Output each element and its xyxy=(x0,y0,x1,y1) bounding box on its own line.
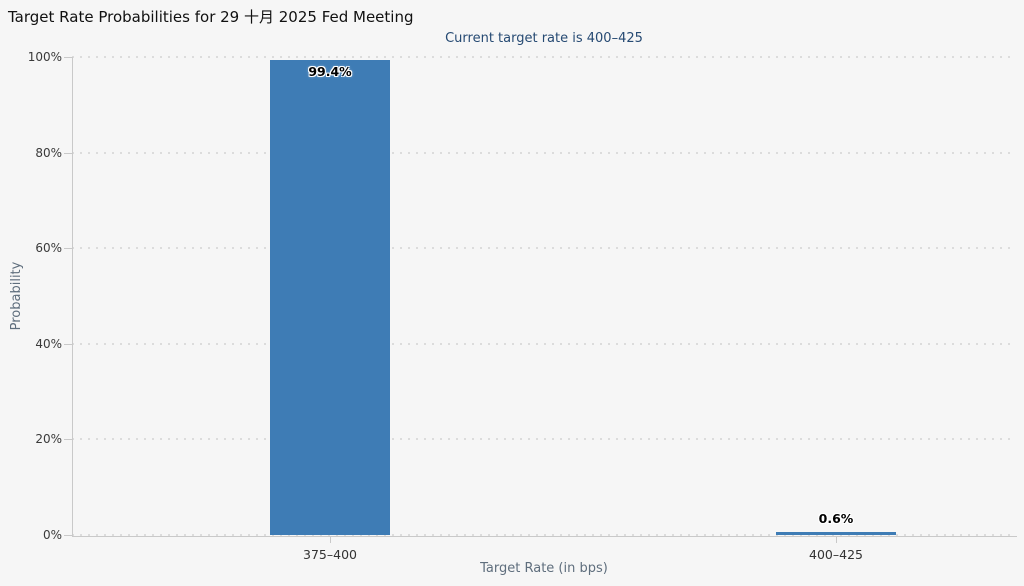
gridline xyxy=(72,152,1016,154)
y-axis-tick xyxy=(64,248,72,249)
y-axis-tick-label: 100% xyxy=(27,50,62,64)
y-axis-tick xyxy=(64,344,72,345)
chart-subtitle: Current target rate is 400–425 xyxy=(445,31,643,46)
y-axis-tick xyxy=(64,439,72,440)
x-axis-title: Target Rate (in bps) xyxy=(480,561,608,576)
y-axis-tick xyxy=(64,57,72,58)
probability-bar[interactable] xyxy=(776,532,896,535)
y-axis-tick-label: 80% xyxy=(35,146,62,160)
y-axis-tick xyxy=(64,153,72,154)
gridline xyxy=(72,343,1016,345)
y-axis-tick-label: 20% xyxy=(35,432,62,446)
y-axis-tick-label: 60% xyxy=(35,241,62,255)
gridline xyxy=(72,534,1016,536)
gridline xyxy=(72,438,1016,440)
x-axis-line xyxy=(72,536,1017,537)
x-axis-category-label: 375–400 xyxy=(303,547,357,562)
x-axis-category-label: 400–425 xyxy=(809,547,863,562)
bar-value-label: 0.6% xyxy=(818,511,854,526)
chart-title: Target Rate Probabilities for 29 十月 2025… xyxy=(8,8,414,26)
y-axis-tick-label: 40% xyxy=(35,337,62,351)
plot-area: 99.4% 0.6% xyxy=(72,56,1016,536)
gridline xyxy=(72,56,1016,58)
y-axis-tick-label: 0% xyxy=(42,528,62,542)
bar-value-label: 99.4% xyxy=(308,64,352,79)
x-axis-tick xyxy=(836,537,837,543)
y-axis-tick xyxy=(64,535,72,536)
gridline xyxy=(72,247,1016,249)
x-axis-tick xyxy=(330,537,331,543)
probability-bar[interactable] xyxy=(270,60,390,535)
y-axis-line xyxy=(72,57,73,537)
